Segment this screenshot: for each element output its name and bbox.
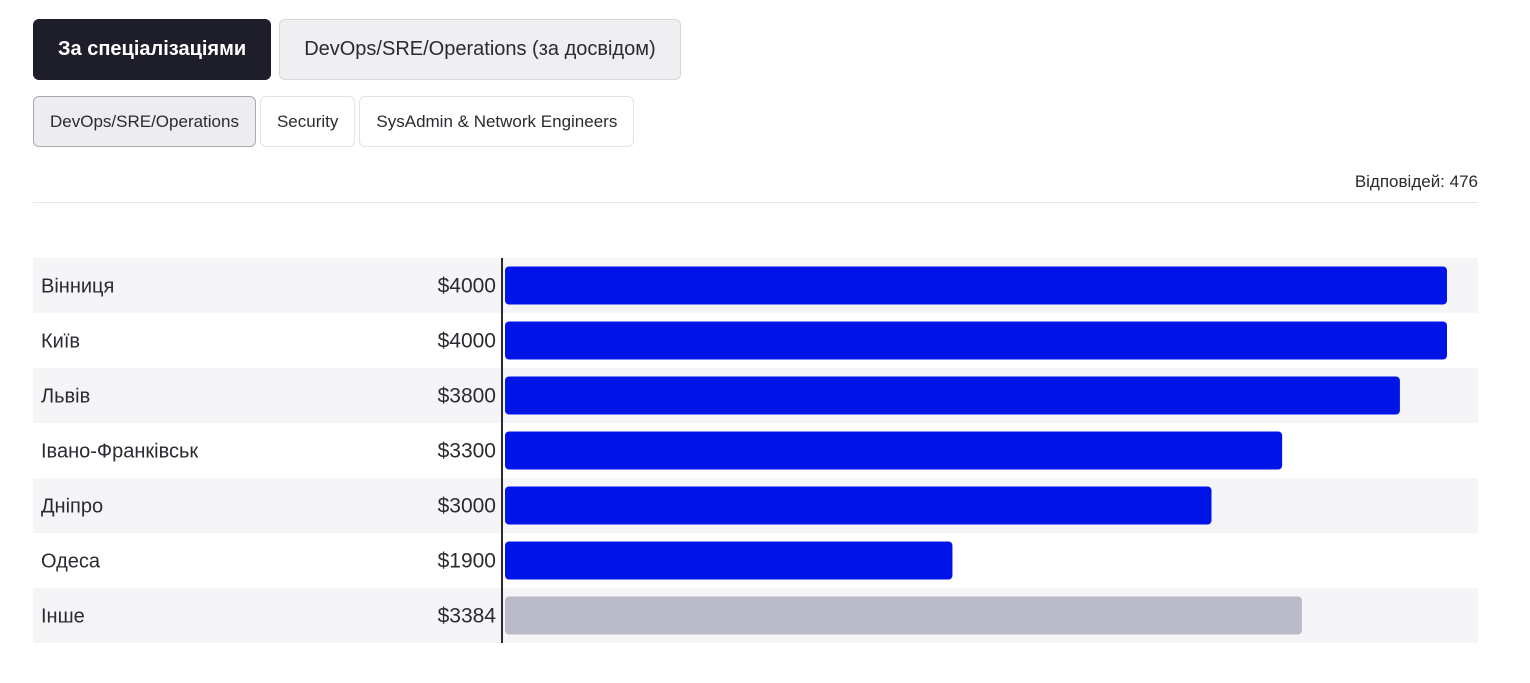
tab-sysadmin-network[interactable]: SysAdmin & Network Engineers: [359, 96, 635, 147]
value-label: $4000: [438, 330, 496, 353]
value-label: $3300: [438, 440, 496, 463]
tab-devops-by-experience[interactable]: DevOps/SRE/Operations (за досвідом): [279, 19, 681, 80]
divider: [33, 202, 1478, 203]
category-label: Львів: [41, 386, 90, 408]
tab-by-specialization[interactable]: За спеціалізаціями: [33, 19, 272, 80]
category-label: Інше: [41, 606, 85, 628]
salary-bar-chart: Вінниця $4000 Київ $4000 Львів $3800 Івано-Фра…: [33, 258, 1478, 643]
responses-count: Відповідей: 476: [1354, 172, 1478, 191]
tab-devops-sre-operations[interactable]: DevOps/SRE/Operations: [33, 96, 256, 147]
category-label: Вінниця: [41, 276, 114, 298]
value-label: $3384: [438, 605, 497, 628]
bar: [505, 541, 953, 580]
category-label: Дніпро: [41, 496, 103, 518]
tab-security[interactable]: Security: [259, 96, 356, 147]
value-label: $4000: [438, 275, 496, 298]
category-label: Київ: [41, 331, 80, 353]
value-label: $3800: [438, 385, 496, 408]
value-label: $3000: [438, 495, 496, 518]
bar: [505, 596, 1302, 635]
bar: [505, 376, 1400, 415]
bar: [505, 431, 1283, 470]
bar: [505, 486, 1212, 525]
value-label: $1900: [438, 550, 496, 573]
bar: [505, 321, 1447, 360]
secondary-tabs: DevOps/SRE/Operations Security SysAdmin …: [33, 96, 635, 147]
bar: [505, 266, 1447, 305]
category-label: Одеса: [41, 551, 101, 573]
category-label: Івано-Франківськ: [41, 441, 198, 463]
primary-tabs: За спеціалізаціями DevOps/SRE/Operations…: [33, 19, 681, 80]
